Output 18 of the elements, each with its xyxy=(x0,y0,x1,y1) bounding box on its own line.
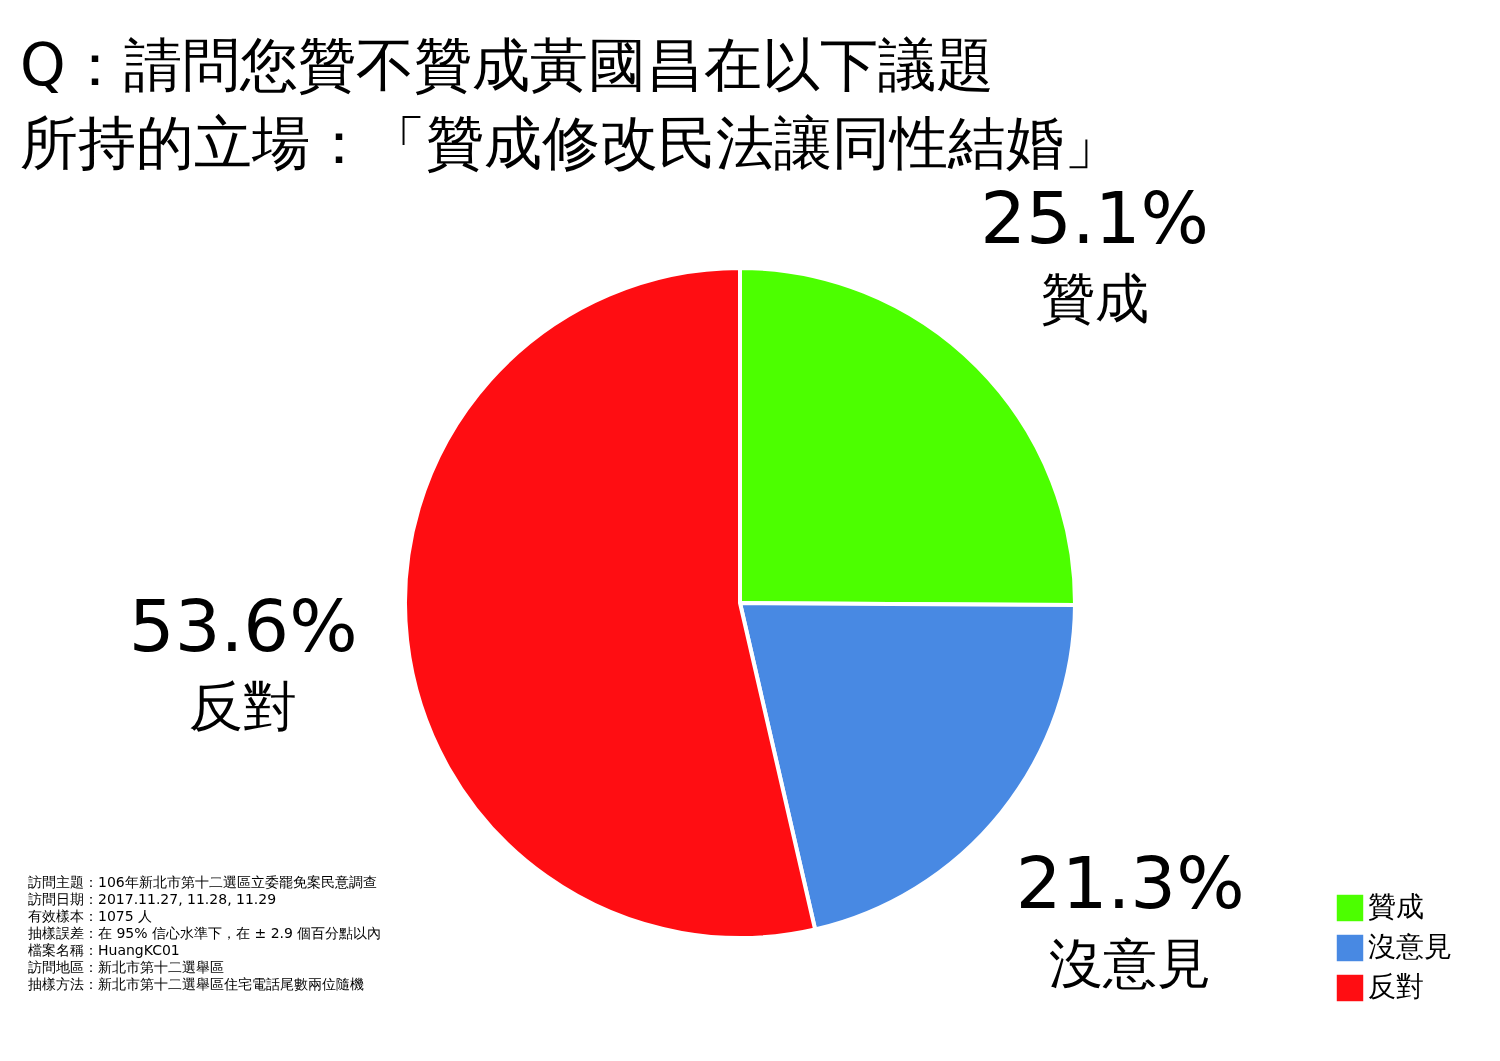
slice-label: 反對 xyxy=(189,675,298,739)
slice-label: 沒意見 xyxy=(1049,931,1212,995)
text: 訪問地區：新北市第十二選舉區 xyxy=(28,959,224,975)
slice-label: 贊成 xyxy=(1040,266,1149,330)
chart-subtitle: 所持的立場：「贊成修改民法讓同性結婚」 xyxy=(20,108,1122,177)
text: 訪問主題：106年新北市第十二選區立委罷免案民意調查 xyxy=(28,874,377,890)
text: 訪問日期：2017.11.27, 11.28, 11.29 xyxy=(28,891,277,907)
text: 抽樣方法：新北市第十二選舉區住宅電話尾數兩位隨機 xyxy=(28,976,364,992)
text: 抽樣誤差：在 95% 信心水準下，在 ± 2.9 個百分點以內 xyxy=(28,925,382,941)
legend-label: 贊成 xyxy=(1368,890,1424,923)
text: 檔案名稱：HuangKC01 xyxy=(28,942,180,958)
legend-label: 沒意見 xyxy=(1368,930,1452,963)
data-label: 53.6% xyxy=(128,584,358,669)
text: 有效樣本：1075 人 xyxy=(28,908,153,924)
legend-label: 反對 xyxy=(1368,970,1424,1003)
chart-title: Q：請問您贊不贊成黃國昌在以下議題 xyxy=(20,30,994,99)
data-label: 25.1% xyxy=(980,175,1210,260)
data-label: 21.3% xyxy=(1015,840,1245,925)
